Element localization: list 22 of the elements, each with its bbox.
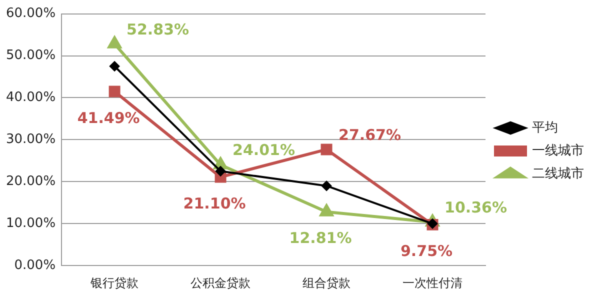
data-label: 21.10% — [183, 194, 246, 212]
y-tick-label: 0.00% — [14, 258, 56, 273]
y-tick-label: 50.00% — [6, 48, 56, 64]
data-label: 27.67% — [338, 126, 402, 144]
y-tick-label: 20.00% — [6, 174, 56, 190]
x-tick-label: 银行贷款 — [90, 276, 139, 290]
legend-label: 平均 — [532, 120, 558, 136]
x-tick-label: 一次性付清 — [402, 276, 463, 290]
data-label: 9.75% — [400, 242, 453, 260]
y-tick-label: 10.00% — [6, 216, 56, 232]
y-tick-label: 40.00% — [6, 90, 56, 106]
legend-label: 一线城市 — [532, 143, 584, 158]
x-tick-label: 组合贷款 — [302, 276, 351, 290]
y-tick-label: 30.00% — [6, 132, 56, 148]
data-label: 10.36% — [444, 198, 507, 217]
data-label: 12.81% — [289, 229, 352, 248]
legend-label: 二线城市 — [532, 166, 584, 182]
data-label: 24.01% — [232, 141, 296, 160]
y-tick-label: 60.00% — [6, 6, 56, 22]
x-tick-label: 公积金贷款 — [190, 276, 251, 290]
data-label: 52.83% — [126, 20, 190, 38]
data-label: 41.49% — [77, 108, 140, 127]
